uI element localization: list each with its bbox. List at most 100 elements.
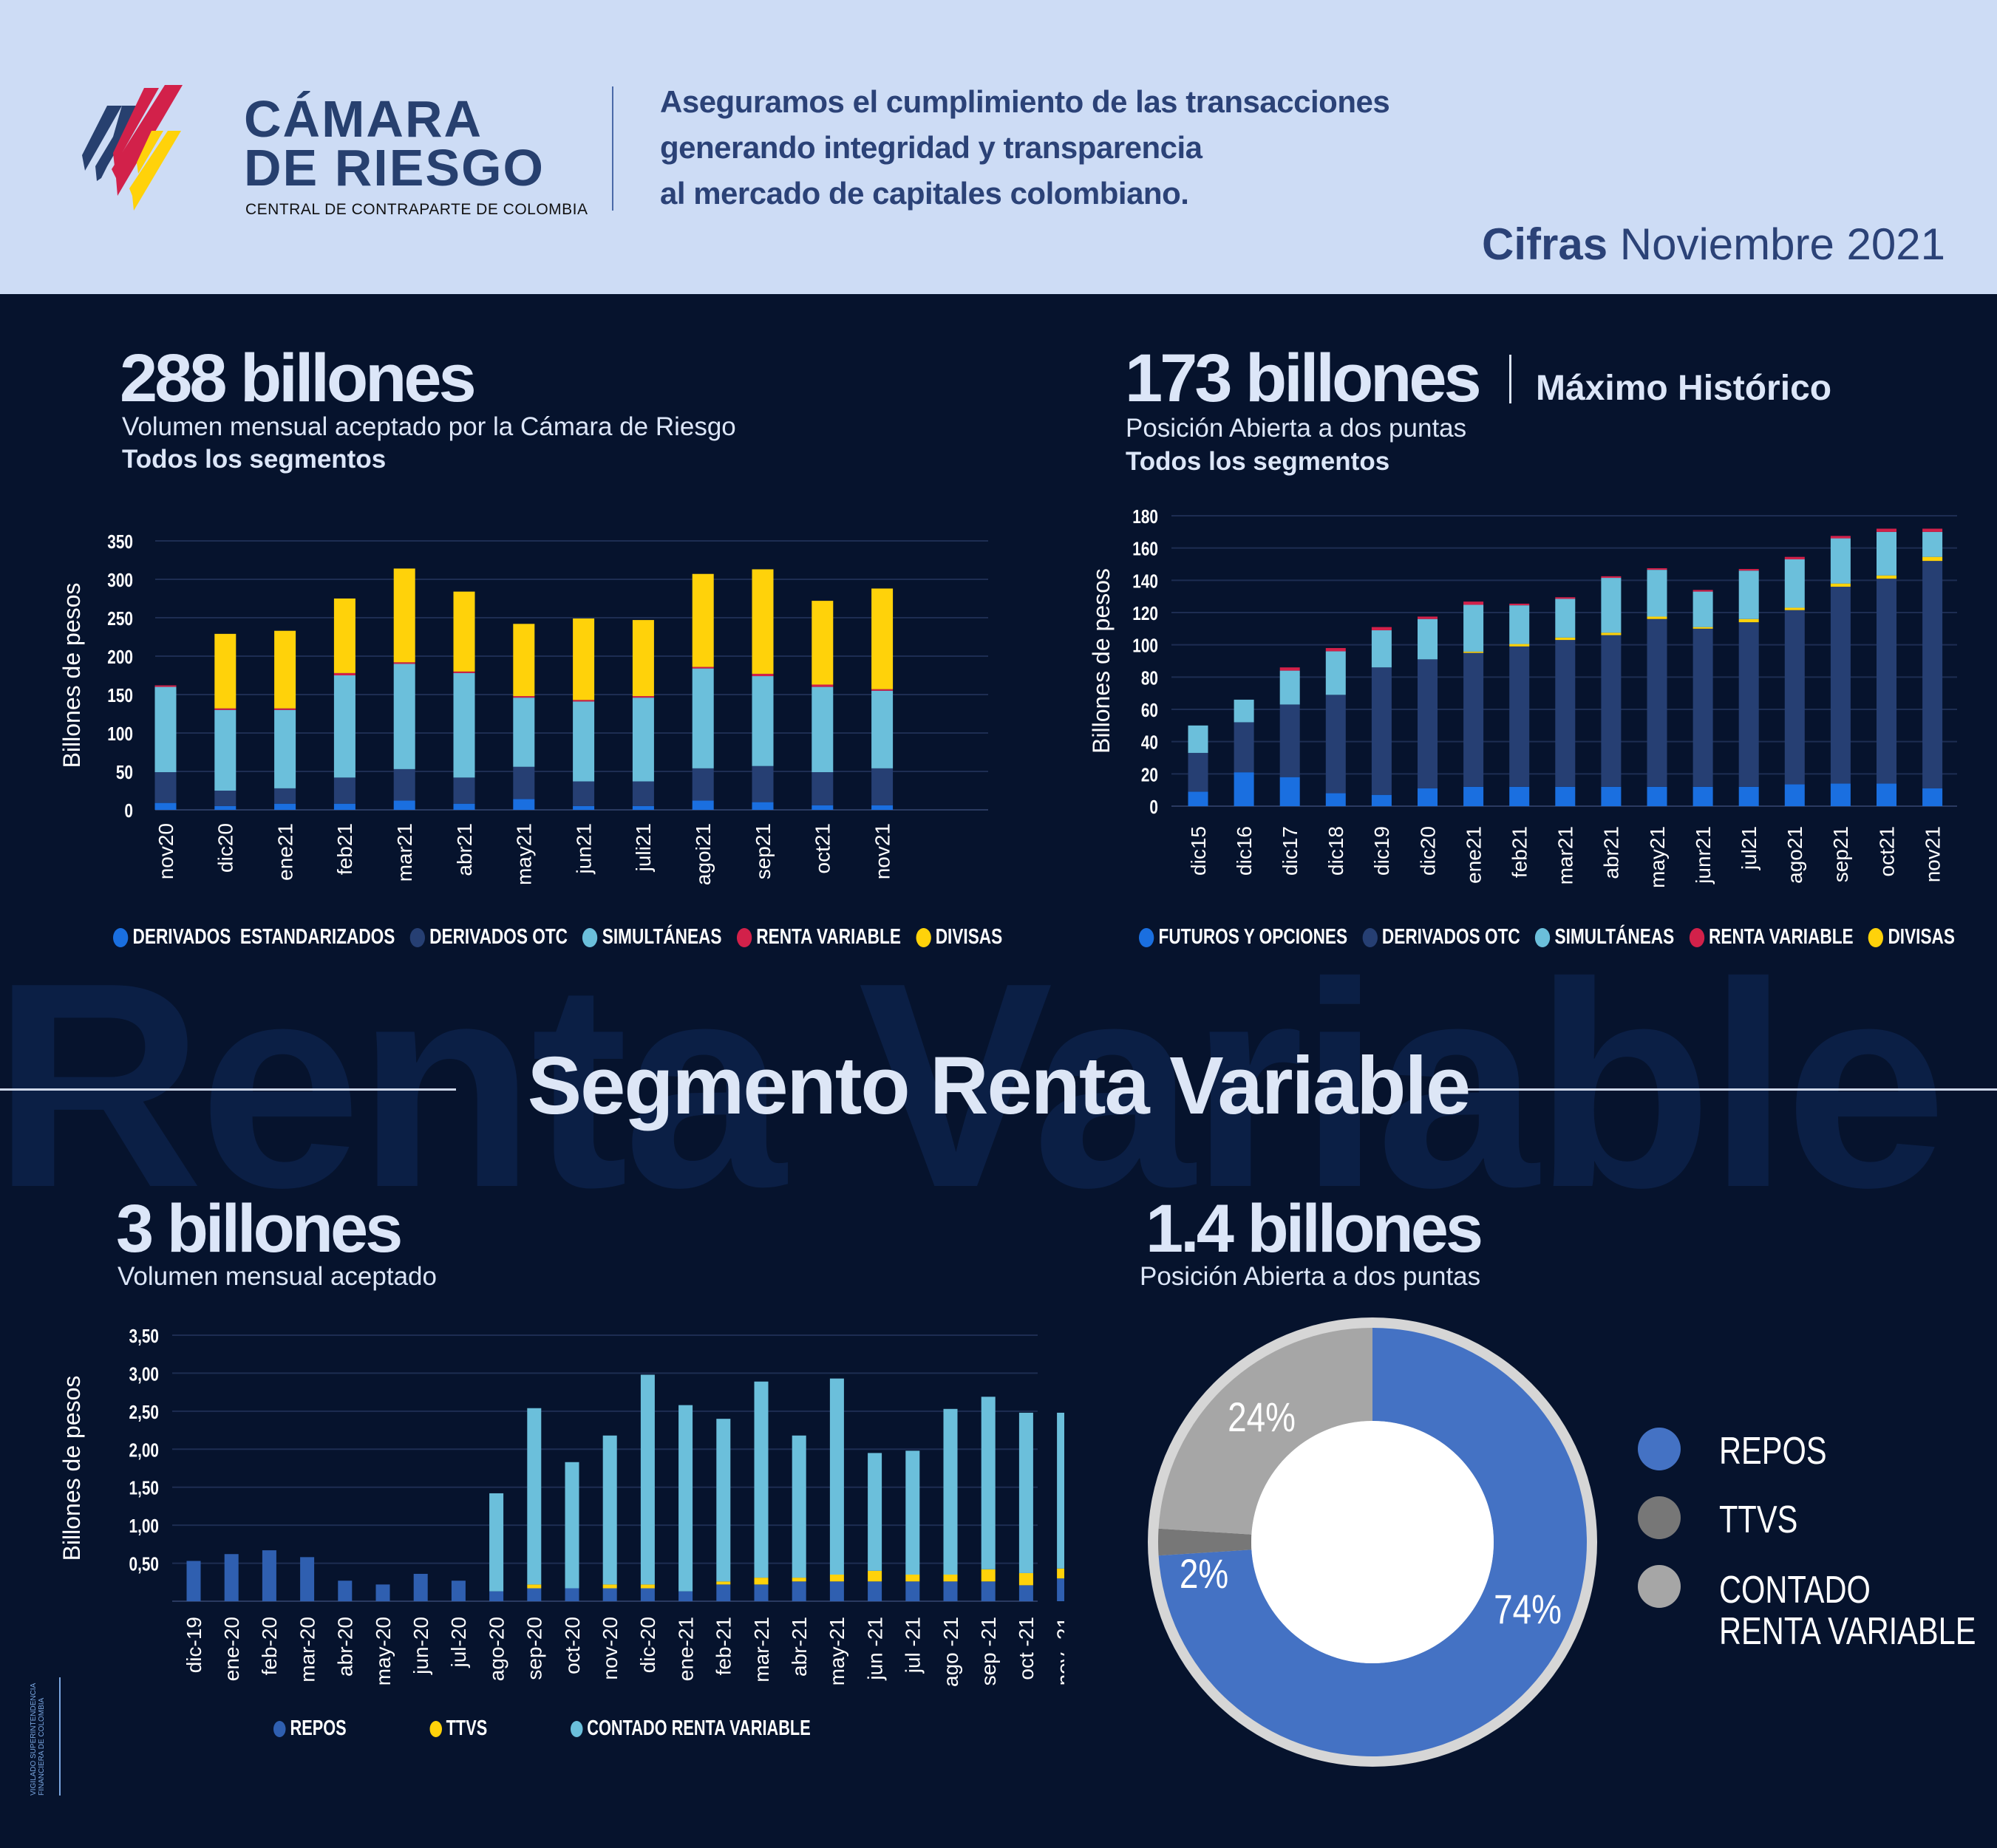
bar-segment-contado-renta-variable (829, 1378, 844, 1575)
bar-segment-ttvs (754, 1578, 769, 1585)
legend-label: REPOS (290, 1716, 347, 1740)
y-tick-label: 140 (1132, 570, 1158, 592)
x-tick-label: ago21 (1783, 826, 1806, 884)
bar-segment-derivados-otc (513, 766, 535, 799)
y-tick-label: 200 (107, 647, 133, 668)
bar-segment-repos (300, 1557, 315, 1601)
x-tick-label: dic-20 (636, 1617, 659, 1673)
legend-dot-icon (273, 1720, 286, 1737)
bar-segment-divisas (1509, 644, 1530, 647)
bar-segment-futuros-y-opciones (1234, 772, 1254, 806)
bar-segment-renta-variable (1647, 567, 1667, 570)
bar-segment-futuros-y-opciones (1463, 786, 1484, 806)
bar-segment-divisas (393, 568, 415, 663)
bar-segment-simult-neas (1279, 670, 1300, 705)
legend-dot-icon (1535, 927, 1551, 947)
bar-segment-derivados-otc (214, 791, 237, 806)
bar-segment-futuros-y-opciones (1325, 793, 1346, 806)
bar-segment-divisas (1601, 633, 1622, 635)
bar-segment-futuros-y-opciones (1418, 788, 1438, 806)
legend-item: SIMULTÁNEAS (1535, 925, 1674, 949)
bar-segment-ttvs (527, 1584, 542, 1589)
header-divider (612, 86, 613, 211)
y-tick-label: 80 (1141, 667, 1158, 689)
y-tick-label: 3,00 (129, 1363, 159, 1385)
bar-segment-renta-variable (1555, 597, 1576, 599)
bar-segment-repos (413, 1573, 428, 1601)
y-axis-label: Billones de pesos (58, 583, 85, 768)
legend-item: REPOS (273, 1716, 347, 1741)
y-tick-label: 180 (1132, 506, 1158, 528)
rv-position-donut-chart: 74% 2% 24% (1148, 1317, 1597, 1767)
legend-label: DERIVADOS OTC (429, 925, 568, 949)
bar-segment-simult-neas (1418, 618, 1438, 660)
donut-percent-label: 2% (1180, 1551, 1228, 1597)
legend-item: DERIVADOS OTC (1362, 925, 1520, 949)
bar-segment-futuros-y-opciones (1877, 783, 1896, 806)
report-period: Cifras Noviembre 2021 (1482, 219, 1945, 270)
bar-segment-renta-variable (1784, 556, 1805, 559)
bar-segment-renta-variable (1877, 528, 1896, 532)
y-tick-label: 40 (1141, 732, 1158, 753)
y-tick-label: 60 (1141, 700, 1158, 721)
bar-segment-renta-variable (871, 689, 894, 691)
bar-segment-simult-neas (1922, 531, 1943, 557)
legend-item: RENTA VARIABLE (1689, 925, 1854, 949)
legend-label: CONTADO (1719, 1569, 1871, 1612)
bar-segment-divisas (513, 624, 535, 697)
x-tick-label: feb21 (1508, 826, 1531, 878)
bar-segment-repos (943, 1581, 958, 1601)
tagline-line: al mercado de capitales colombiano. (660, 176, 1189, 211)
legend-dot-icon (1638, 1496, 1681, 1539)
bar-segment-contado-renta-variable (905, 1450, 920, 1575)
bar-segment-repos (565, 1588, 579, 1601)
bar-segment-ttvs (716, 1581, 731, 1585)
legend-label: CONTADO RENTA VARIABLE (587, 1716, 811, 1740)
bar-segment-derivados-otc (812, 772, 834, 805)
y-tick-label: 20 (1141, 764, 1158, 785)
watermark-text: Renta Variable (0, 921, 1947, 1248)
bar-segment-derivados-otc (632, 781, 654, 806)
x-tick-label: jul21 (1738, 826, 1760, 870)
legend-dot-icon (570, 1720, 583, 1737)
bar-segment-renta-variable (692, 666, 714, 669)
bar-segment-repos (678, 1591, 693, 1601)
bar-segment-repos (262, 1550, 276, 1601)
bar-segment-derivados-otc (752, 766, 774, 802)
y-axis-label: Billones de pesos (1088, 568, 1115, 754)
bar-segment-derivados-otc (871, 768, 894, 805)
bar-segment-derivados-otc (573, 781, 595, 806)
legend-label: SIMULTÁNEAS (602, 925, 722, 949)
bar-segment-divisas (1784, 607, 1805, 610)
brand-name-line2: DE RIESGO (244, 139, 545, 197)
bar-segment-renta-variable (752, 673, 774, 677)
bar-segment-renta-variable (1463, 601, 1484, 605)
bar-segment-repos (716, 1584, 731, 1601)
volume-headline: 288 billones (120, 341, 477, 416)
bar-segment-simult-neas (1601, 578, 1622, 633)
section-title: Segmento Renta Variable (527, 1040, 1471, 1131)
y-tick-label: 2,50 (129, 1402, 159, 1423)
y-tick-label: 150 (107, 685, 133, 706)
x-tick-label: ago -21 (939, 1617, 962, 1687)
chart1-legend: DERIVADOS ESTANDARIZADOS DERIVADOS OTC S… (113, 925, 1017, 949)
bar-segment-simult-neas (1784, 559, 1805, 608)
bar-segment-divisas (1692, 627, 1713, 629)
bar-segment-divisas (1830, 583, 1851, 587)
bar-segment-repos (489, 1591, 504, 1601)
bar-segment-repos (338, 1581, 353, 1601)
open-position-segment: Todos los segmentos (1126, 447, 1390, 476)
bar-segment-renta-variable (393, 662, 415, 664)
legend-label: DIVISAS (935, 925, 1003, 949)
header-banner: CÁMARA DE RIESGO CENTRAL DE CONTRAPARTE … (0, 0, 1997, 294)
y-tick-label: 0 (124, 800, 133, 822)
y-tick-label: 250 (107, 608, 133, 630)
bar-segment-repos (1057, 1578, 1064, 1601)
bar-segment-contado-renta-variable (943, 1408, 958, 1575)
x-tick-label: nov21 (871, 823, 894, 879)
bar-segment-futuros-y-opciones (1188, 791, 1208, 806)
x-tick-label: nov20 (154, 823, 177, 879)
rv-position-subtitle: Posición Abierta a dos puntas (1140, 1262, 1481, 1291)
x-tick-label: jun-20 (409, 1617, 432, 1675)
x-tick-label: jun -21 (863, 1617, 886, 1681)
